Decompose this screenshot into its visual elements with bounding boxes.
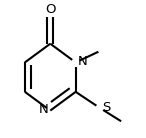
Text: O: O [45, 3, 55, 16]
Text: N: N [39, 103, 48, 116]
Text: N: N [78, 55, 87, 68]
Text: S: S [102, 101, 110, 114]
